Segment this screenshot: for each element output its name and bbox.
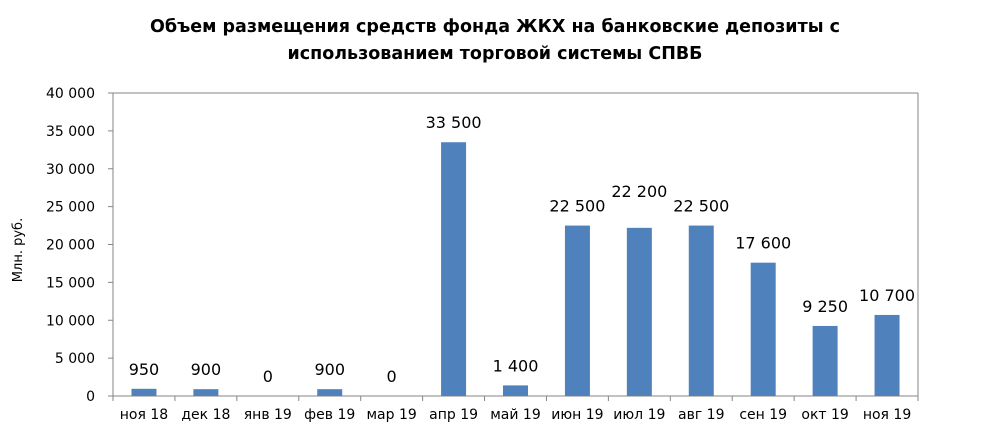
x-tick-label: апр 19 xyxy=(429,407,478,423)
bar xyxy=(441,142,467,396)
data-labels-group: 950 900 0 900 0 33 500 1 400 22 500 22 200 22 500… xyxy=(129,113,915,386)
chart-axes: 0 5 000 10 000 15 000 20 000 25 000 30 000 35 0… xyxy=(46,86,919,423)
data-label: 17 600 xyxy=(735,234,791,253)
bars-group xyxy=(131,142,900,396)
y-tick-label: 25 000 xyxy=(46,200,95,216)
x-tick-label: ноя 19 xyxy=(863,407,911,423)
data-label: 22 500 xyxy=(673,197,729,216)
x-tick-label: авг 19 xyxy=(678,407,724,423)
x-tick-label: июн 19 xyxy=(551,407,603,423)
x-tick-label: сен 19 xyxy=(739,407,787,423)
data-label: 22 200 xyxy=(611,182,667,201)
y-tick-label: 35 000 xyxy=(46,124,95,140)
bar xyxy=(193,389,219,396)
y-tick-label: 10 000 xyxy=(46,313,95,329)
bar xyxy=(503,385,528,396)
bar xyxy=(874,314,900,396)
bar xyxy=(812,325,838,396)
x-tick-label: ноя 18 xyxy=(120,407,168,423)
data-label: 950 xyxy=(129,360,160,379)
data-label: 33 500 xyxy=(426,113,482,132)
data-label: 9 250 xyxy=(802,297,848,316)
x-tick-label: май 19 xyxy=(490,407,541,423)
x-tick-label: фев 19 xyxy=(304,407,355,423)
y-axis-label: Млн. руб. xyxy=(11,218,26,282)
bar xyxy=(131,388,157,396)
data-label: 900 xyxy=(191,360,222,379)
data-label: 0 xyxy=(387,367,397,386)
data-label: 22 500 xyxy=(549,197,605,216)
x-tick-label: окт 19 xyxy=(801,407,848,423)
x-tick-label: янв 19 xyxy=(244,407,292,423)
bar xyxy=(564,225,590,396)
x-tick-label: мар 19 xyxy=(367,407,417,423)
bar xyxy=(317,389,343,396)
y-tick-label: 20 000 xyxy=(46,238,95,254)
y-tick-label: 0 xyxy=(86,389,95,405)
data-label: 10 700 xyxy=(859,286,915,305)
y-tick-label: 15 000 xyxy=(46,275,95,291)
bar xyxy=(626,227,652,396)
data-label: 0 xyxy=(263,367,273,386)
chart-title-line-1: Объем размещения средств фонда ЖКХ на ба… xyxy=(149,17,841,37)
y-tick-label: 30 000 xyxy=(46,162,95,178)
bar xyxy=(688,225,714,396)
y-tick-label: 5 000 xyxy=(55,351,95,367)
x-tick-label: июл 19 xyxy=(613,407,665,423)
data-label: 1 400 xyxy=(493,356,539,375)
y-tick-label: 40 000 xyxy=(46,86,95,102)
bar xyxy=(750,262,776,396)
x-tick-label: дек 18 xyxy=(181,407,230,423)
chart-title-line-2: использованием торговой системы СПВБ xyxy=(287,44,703,64)
data-label: 900 xyxy=(314,360,345,379)
chart-title: Объем размещения средств фонда ЖКХ на ба… xyxy=(0,14,990,68)
